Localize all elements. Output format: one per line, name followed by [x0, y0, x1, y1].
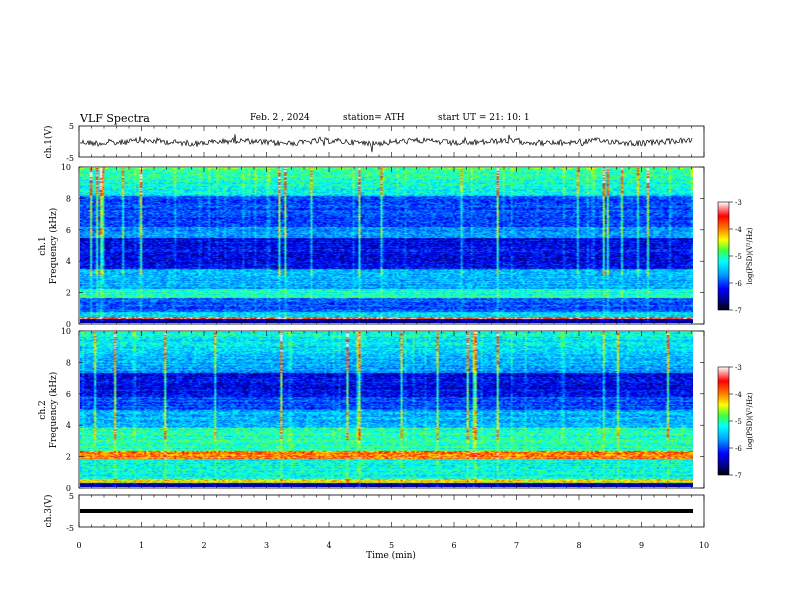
x-axis-label: Time (min): [366, 550, 416, 561]
ch1-freq-ylabel-line1: ch.1: [38, 236, 48, 255]
colorbar-tick-label: -5: [735, 253, 742, 261]
colorbar-ch2-label: log(PSD)(V²/Hz): [746, 392, 754, 449]
colorbar-tick-label: -4: [735, 391, 742, 399]
chart-title: VLF Spectra: [80, 112, 150, 125]
freq-tick-label: 10: [61, 327, 71, 336]
ch3-ytick-bottom: -5: [66, 524, 74, 533]
freq-tick-label: 2: [66, 289, 71, 298]
colorbar-tick-label: -5: [735, 418, 742, 426]
colorbar-tick-label: -6: [735, 445, 742, 453]
colorbar-tick-label: -4: [735, 226, 742, 234]
freq-tick-label: 4: [66, 421, 71, 430]
x-tick-label: 4: [326, 541, 331, 550]
x-tick-label: 5: [389, 541, 394, 550]
colorbar-tick-label: -3: [735, 199, 742, 207]
x-tick-label: 10: [699, 541, 709, 550]
ch2-freq-ylabel-line1: ch.2: [38, 400, 48, 419]
freq-tick-label: 0: [66, 320, 71, 329]
colorbar-ch1-label: log(PSD)(V²/Hz): [746, 227, 754, 284]
x-tick-label: 2: [201, 541, 206, 550]
freq-tick-label: 6: [66, 226, 71, 235]
freq-tick-label: 0: [66, 484, 71, 493]
freq-tick-label: 4: [66, 257, 71, 266]
freq-tick-label: 2: [66, 453, 71, 462]
ch3-ytick-top: 5: [69, 492, 74, 501]
start-time-label: start UT = 21: 10: 1: [438, 113, 530, 123]
colorbar-ch2: [717, 366, 730, 476]
ch2-freq-ylabel-line2: Frequency (kHz): [48, 372, 59, 449]
colorbar-tick-label: -3: [735, 364, 742, 372]
colorbar-tick-label: -7: [735, 307, 742, 315]
x-tick-label: 0: [76, 541, 81, 550]
spectrogram-ch2-image: [80, 332, 693, 487]
freq-tick-label: 6: [66, 390, 71, 399]
ch1-ytick-top: 5: [69, 122, 74, 131]
colorbar-tick-label: -6: [735, 280, 742, 288]
station-label: station= ATH: [343, 113, 405, 123]
x-tick-label: 9: [639, 541, 644, 550]
x-tick-label: 8: [576, 541, 581, 550]
freq-tick-label: 10: [61, 163, 71, 172]
x-tick-label: 6: [451, 541, 456, 550]
waveform-ch1-line: [80, 134, 693, 153]
x-tick-label: 7: [514, 541, 519, 550]
freq-tick-label: 8: [66, 358, 71, 367]
ch3-ylabel: ch.3(V): [43, 495, 54, 528]
spectrogram-ch1-image: [80, 168, 693, 323]
colorbar-tick-label: -7: [735, 472, 742, 480]
panel-ch1-waveform: 5 -5 ch.1(V): [43, 122, 705, 163]
colorbar-ch1: [717, 201, 730, 311]
date-label: Feb. 2 , 2024: [250, 113, 310, 123]
panel-ch3-waveform: 5 -5 ch.3(V) 0 1 2 3 4 5 6 7 8 9 10 Time (min): [43, 492, 709, 561]
ch1-ytick-bottom: -5: [66, 154, 74, 163]
ch1-freq-ylabel-line2: Frequency (kHz): [48, 208, 59, 285]
freq-tick-label: 8: [66, 194, 71, 203]
x-tick-label: 3: [264, 541, 269, 550]
waveform-ch3-line: [80, 509, 693, 513]
x-tick-label: 1: [139, 541, 144, 550]
ch1-ylabel: ch.1(V): [43, 126, 54, 159]
